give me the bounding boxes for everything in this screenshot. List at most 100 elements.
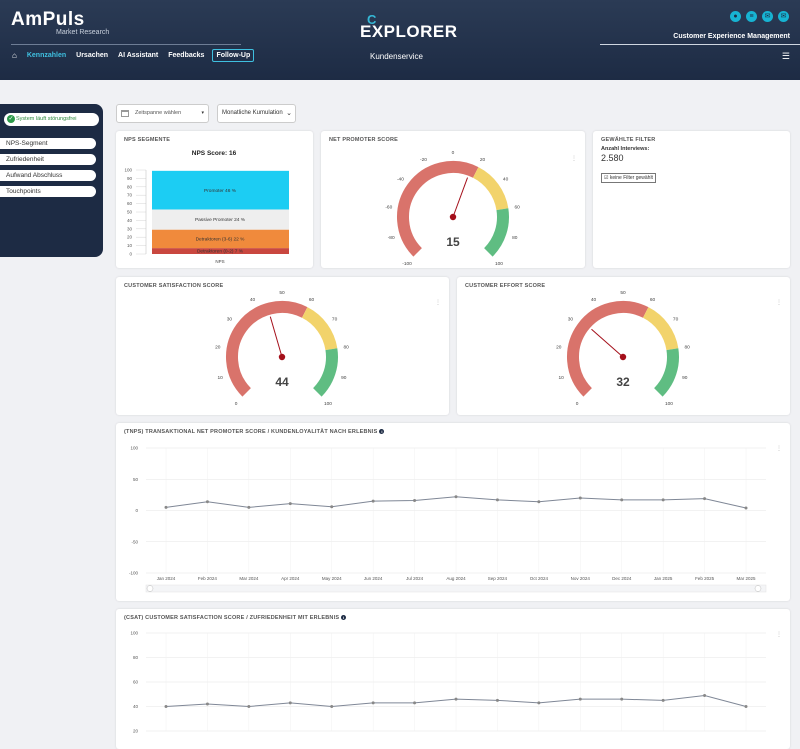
list-icon[interactable]: ≡ (746, 11, 757, 22)
nps-segment-label: Detraktoren (3-6) 22 % (196, 236, 246, 242)
data-point (330, 705, 334, 708)
data-point (495, 698, 499, 702)
x-tick-label: Jan 2025 (654, 576, 673, 581)
x-tick-label: Jul 2024 (406, 576, 424, 581)
gauge-green-band (312, 348, 338, 397)
gauge-tick-label: 80 (512, 235, 518, 241)
y-tick-label: -100 (129, 571, 139, 576)
tnps-line-chart: 100 50 0 -50 -100 Jan 2024 Feb 2024 Mar 2024 Apr… (129, 446, 767, 593)
data-point (164, 505, 168, 509)
ampuls-logo[interactable]: AmPuls Market Research (11, 9, 109, 36)
card-title: CUSTOMER EFFORT SCORE (465, 283, 546, 289)
data-point (703, 497, 707, 501)
cumulation-select[interactable]: Monatliche Kumulation ⌄ (217, 104, 296, 123)
header-divider-left (11, 44, 241, 45)
top-icon-group: ● ≡ ✉ ✉ (730, 11, 789, 22)
sidebar-item-touchpoints[interactable]: Touchpoints (0, 186, 96, 197)
gauge-green-band (653, 348, 679, 397)
y-tick-label: 70 (127, 193, 133, 198)
data-point (288, 701, 292, 705)
nav-feedbacks[interactable]: Feedbacks (168, 52, 205, 59)
data-point (164, 705, 168, 708)
gauge-red-band (397, 161, 479, 257)
data-point (371, 701, 375, 705)
gauge-tick-label: 100 (324, 401, 332, 407)
gauge-needle (269, 316, 283, 358)
gauge-tick-label: 10 (218, 375, 224, 381)
mail-icon[interactable]: ✉ (762, 11, 773, 22)
data-point (247, 505, 251, 509)
gauge-tick-label: 50 (279, 290, 285, 296)
gauge-tick-label: 60 (650, 297, 656, 303)
ces-gauge: 0 10 20 30 40 50 60 70 80 90 100 32 (556, 290, 690, 407)
y-tick-label: 0 (129, 252, 132, 257)
card-title: GEWÄHLTE FILTER (601, 137, 656, 143)
data-point (578, 697, 582, 701)
y-tick-label: 100 (130, 446, 138, 451)
system-status-badge: System läuft störungsfrei (4, 113, 99, 126)
logo-main-text: AmPuls (11, 9, 85, 30)
chevron-down-icon: ⌄ (286, 110, 292, 117)
user-icon[interactable]: ● (730, 11, 741, 22)
nav-kennzahlen[interactable]: Kennzahlen (26, 52, 67, 59)
nps-segment-label: Promoter 46 % (204, 188, 237, 194)
no-filter-checkbox[interactable]: ☑ keine Filter gewählt (601, 173, 656, 183)
nps-segment-bar (152, 209, 289, 230)
y-tick-label: 40 (133, 704, 139, 709)
nps-segment-label: Detraktoren (0-2) 7 % (197, 249, 244, 255)
gauge-tick-label: 60 (515, 205, 521, 211)
x-tick-label: Jun 2024 (364, 576, 383, 581)
gauge-tick-label: 0 (235, 401, 238, 407)
y-tick-label: 20 (127, 235, 133, 240)
card-title: (TNPS) TRANSAKTIONAL NET PROMOTER SCORE … (124, 429, 385, 435)
y-tick-label: 100 (130, 631, 138, 636)
nav-ai-assistant[interactable]: AI Assistant (118, 52, 159, 59)
data-point (413, 499, 417, 502)
home-icon[interactable]: ⌂ (12, 51, 17, 60)
card-menu-icon[interactable]: ⋮ (776, 300, 782, 306)
nps-gauge: -100 -80 -60 -40 -20 0 20 40 60 80 100 15 (385, 150, 521, 267)
sidebar-item-aufwand-abschluss[interactable]: Aufwand Abschluss (0, 170, 96, 181)
y-tick-label: 100 (124, 168, 132, 173)
checkbox-check-icon: ☑ (604, 175, 609, 181)
card-menu-icon[interactable]: ⋮ (776, 632, 782, 638)
gauge-tick-label: 30 (227, 317, 233, 323)
gauge-tick-label: 30 (568, 317, 574, 323)
period-placeholder: Zeitspanne wählen (135, 110, 182, 116)
card-menu-icon[interactable]: ⋮ (571, 156, 577, 162)
y-tick-label: -50 (131, 539, 138, 544)
data-point (578, 496, 582, 500)
x-tick-label: Dec 2024 (612, 576, 632, 581)
period-select[interactable]: Zeitspanne wählen ▾ (116, 104, 209, 123)
gauge-tick-label: 70 (332, 317, 338, 323)
gauge-tick-label: -100 (402, 261, 412, 267)
nps-gauge-card: NET PROMOTER SCORE ⋮ -100 -80 -60 -40 -20 0 20… (321, 131, 585, 268)
info-icon[interactable]: i (379, 429, 385, 435)
csat-gauge: 0 10 20 30 40 50 60 70 80 90 100 44 (215, 290, 349, 407)
card-menu-icon[interactable]: ⋮ (776, 446, 782, 452)
y-tick-label: 90 (127, 176, 133, 181)
gauge-tick-label: -20 (420, 157, 427, 163)
sidebar-item-nps-segment[interactable]: NPS-Segment (0, 138, 96, 149)
scroll-right-handle[interactable] (754, 585, 762, 592)
data-point (330, 505, 334, 509)
envelope-icon[interactable]: ✉ (778, 11, 789, 22)
x-tick-label: Mar 2024 (239, 576, 259, 581)
nav-follow-up[interactable]: Follow-Up (212, 49, 255, 62)
y-tick-label: 60 (127, 201, 133, 206)
cumulation-value: Monatliche Kumulation (222, 110, 283, 116)
filters-card: GEWÄHLTE FILTER Anzahl Interviews: 2.580… (593, 131, 790, 268)
data-point (454, 495, 458, 499)
info-icon[interactable]: i (341, 615, 347, 621)
scroll-left-handle[interactable] (146, 585, 154, 592)
hamburger-menu-icon[interactable]: ☰ (781, 51, 790, 61)
data-point (413, 701, 417, 705)
gauge-tick-label: 20 (556, 345, 562, 351)
nav-ursachen[interactable]: Ursachen (76, 52, 109, 59)
sidebar-item-zufriedenheit[interactable]: Zufriedenheit (0, 154, 96, 165)
data-point (247, 705, 251, 708)
card-menu-icon[interactable]: ⋮ (435, 300, 441, 306)
cexplorer-logo: C EXPLORER (360, 12, 457, 42)
data-point (661, 698, 665, 702)
